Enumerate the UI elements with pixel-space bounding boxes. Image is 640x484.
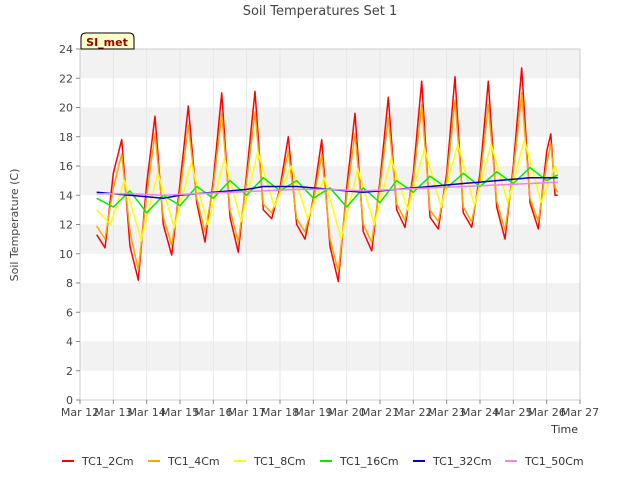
y-tick-label: 8 [66,277,73,290]
legend-label: TC1_16Cm [339,455,399,468]
legend-label: TC1_32Cm [432,455,492,468]
x-tick-label: Mar 24 [461,406,499,419]
x-tick-label: Mar 15 [161,406,199,419]
y-tick-label: 14 [59,189,73,202]
legend: TC1_2Cm TC1_4Cm TC1_8Cm TC1_16Cm TC1_32Cm TC1… [62,455,584,468]
legend-label: TC1_50Cm [524,455,584,468]
chart-title: Soil Temperatures Set 1 [243,4,398,19]
grid-band [80,341,580,371]
grid-band [80,283,580,313]
x-tick-label: Mar 19 [294,406,332,419]
x-tick-label: Mar 22 [394,406,432,419]
y-tick-label: 22 [59,72,73,85]
legend-label: TC1_2Cm [81,455,134,468]
x-tick-label: Mar 27 [561,406,599,419]
x-tick-label: Mar 25 [494,406,532,419]
x-tick-label: Mar 23 [428,406,466,419]
y-tick-label: 18 [59,131,73,144]
series-line-tc1_4cm [96,92,559,273]
x-tick-label: Mar 16 [194,406,232,419]
y-tick-label: 4 [66,336,73,349]
x-tick-label: Mar 12 [61,406,99,419]
badge-label: SI_met [86,36,128,49]
x-tick-label: Mar 14 [128,406,166,419]
x-tick-label: Mar 26 [528,406,566,419]
y-tick-label: 2 [66,365,73,378]
legend-label: TC1_8Cm [253,455,306,468]
y-tick-label: 0 [66,394,73,407]
series-lines [96,67,559,283]
x-tick-label: Mar 20 [328,406,366,419]
site-badge: SI_met [80,32,135,50]
y-tick-label: 10 [59,248,73,261]
x-axis-label: Time [550,423,578,436]
x-tick-label: Mar 21 [361,406,399,419]
legend-label: TC1_4Cm [167,455,220,468]
series-line-tc1_50cm [96,181,558,197]
series-line-tc1_8cm [96,138,559,242]
y-tick-label: 12 [59,219,73,232]
y-tick-label: 6 [66,306,73,319]
x-tick-label: Mar 17 [228,406,266,419]
grid-band [80,49,580,79]
x-tick-label: Mar 18 [261,406,299,419]
y-axis-label: Soil Temperature (C) [8,169,21,282]
grid-band [80,107,580,137]
y-tick-label: 16 [59,160,73,173]
x-tick-label: Mar 13 [94,406,132,419]
y-tick-label: 24 [59,43,73,56]
y-tick-label: 20 [59,102,73,115]
badge-box [80,32,135,50]
